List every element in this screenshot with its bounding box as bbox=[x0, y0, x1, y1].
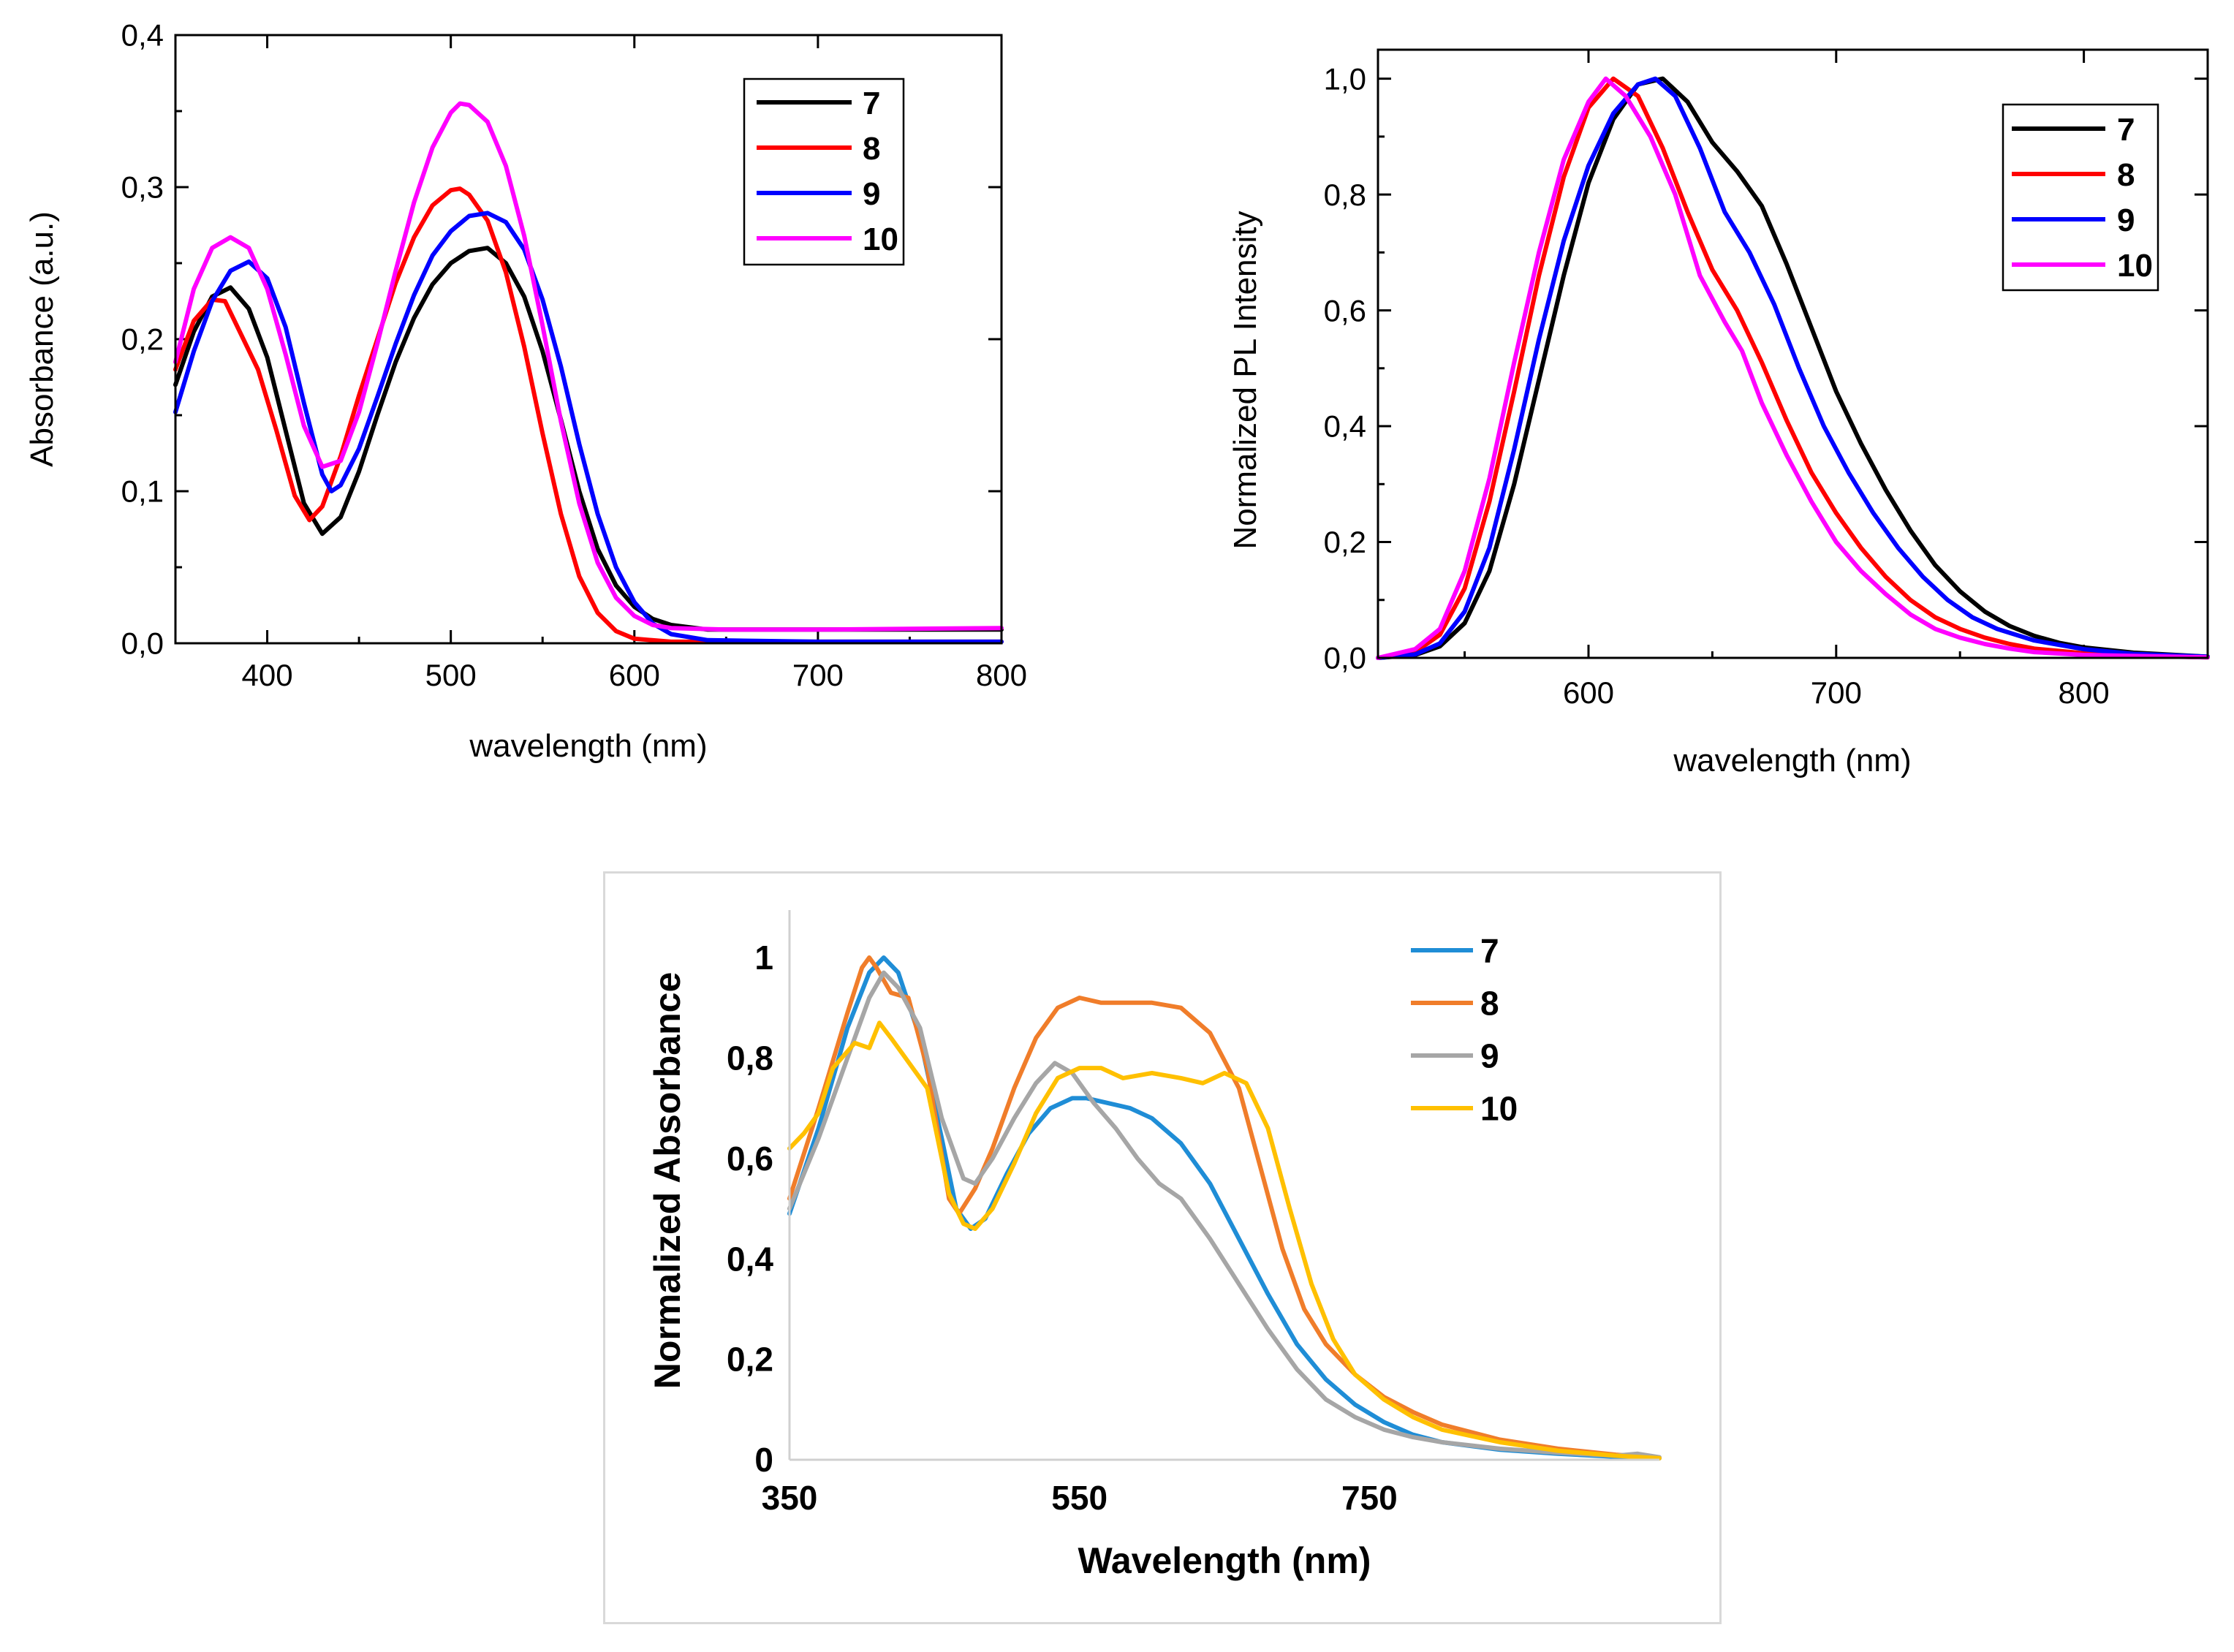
chart3-y-tick-label: 0,4 bbox=[727, 1240, 773, 1278]
chart2-pl-intensity: 600 700 800 0,0 0,2 0,4 0,6 0,8 1,0 wavelength (… bbox=[1227, 48, 2210, 778]
chart1-legend-label-10: 10 bbox=[863, 221, 898, 257]
chart3-y-tick-label: 0,2 bbox=[727, 1341, 773, 1379]
chart2-series-8-line bbox=[1376, 76, 2210, 660]
chart2-y-tick-label: 0,8 bbox=[1324, 178, 1366, 212]
chart1-y-tick-label: 0,0 bbox=[121, 626, 164, 661]
chart3-x-tick-label: 750 bbox=[1341, 1479, 1398, 1517]
chart1-y-tick-label: 0,1 bbox=[121, 474, 164, 509]
chart2-x-tick-label: 800 bbox=[2059, 675, 2110, 710]
chart3-legend-label-10: 10 bbox=[1480, 1090, 1518, 1128]
chart1-legend-label-9: 9 bbox=[863, 176, 880, 212]
chart3-series-7-line bbox=[787, 955, 1662, 1460]
chart1-legend-label-7: 7 bbox=[863, 86, 880, 121]
chart3-x-tick-label: 350 bbox=[762, 1479, 818, 1517]
chart3-y-tick-label: 1 bbox=[754, 939, 773, 977]
chart2-y-tick-label: 0,4 bbox=[1324, 409, 1366, 444]
chart1-x-axis-title: wavelength (nm) bbox=[469, 728, 707, 764]
chart3-series-9-line bbox=[787, 970, 1662, 1460]
chart2-x-tick-label: 700 bbox=[1811, 675, 1862, 710]
chart2-x-axis-title: wavelength (nm) bbox=[1673, 743, 1911, 778]
chart1-y-axis-title: Absorbance (a.u.) bbox=[24, 211, 60, 467]
chart1-x-tick-label: 700 bbox=[792, 658, 844, 692]
chart2-y-tick-label: 1,0 bbox=[1324, 61, 1366, 96]
chart1-y-tick-label: 0,4 bbox=[121, 18, 164, 53]
chart2-y-tick-label: 0,6 bbox=[1324, 293, 1366, 327]
chart3-y-tick-label: 0,6 bbox=[727, 1140, 773, 1178]
chart2-legend-label-9: 9 bbox=[2117, 202, 2135, 238]
chart3-y-tick-label: 0,8 bbox=[727, 1039, 773, 1077]
chart1-legend-label-8: 8 bbox=[863, 131, 880, 167]
chart2-series-9-line bbox=[1376, 76, 2210, 660]
chart2-y-axis-title: Normalized PL Intensity bbox=[1227, 211, 1263, 549]
chart1-series-10-line bbox=[173, 101, 1004, 632]
chart1-y-tick-label: 0,3 bbox=[121, 170, 164, 205]
chart1-series-9-line bbox=[173, 211, 1004, 644]
chart3-x-tick-label: 550 bbox=[1051, 1479, 1107, 1517]
chart3-legend: 7 8 9 10 bbox=[1411, 932, 1518, 1128]
chart3-legend-label-9: 9 bbox=[1480, 1037, 1499, 1075]
chart1-series-8-line bbox=[173, 186, 1004, 644]
chart2-legend-label-8: 8 bbox=[2117, 157, 2135, 193]
chart1-x-tick-label: 600 bbox=[609, 658, 660, 692]
chart2-legend-label-7: 7 bbox=[2117, 112, 2135, 148]
chart1-y-tick-label: 0,2 bbox=[121, 322, 164, 357]
chart3-y-axis-title: Normalized Absorbance bbox=[647, 972, 688, 1390]
chart1-legend: 7 8 9 10 bbox=[743, 77, 905, 266]
chart3-x-axis-title: Wavelength (nm) bbox=[1078, 1540, 1371, 1581]
chart1-absorbance: 400 500 600 700 800 0,0 0,1 0,2 0,3 0,4 wavelengt… bbox=[24, 18, 1027, 764]
chart1-x-tick-label: 400 bbox=[242, 658, 293, 692]
chart2-legend-label-10: 10 bbox=[2117, 248, 2153, 284]
chart3-legend-label-7: 7 bbox=[1480, 932, 1499, 970]
chart3-series-10-line bbox=[787, 1020, 1662, 1460]
chart2-x-tick-label: 600 bbox=[1563, 675, 1614, 710]
chart2-legend: 7 8 9 10 bbox=[2002, 103, 2159, 292]
chart3-legend-label-8: 8 bbox=[1480, 985, 1499, 1023]
chart2-series-7-line bbox=[1376, 76, 2210, 660]
chart1-x-tick-label: 500 bbox=[425, 658, 477, 692]
chart1-x-tick-label: 800 bbox=[976, 658, 1027, 692]
chart3-series-8-line bbox=[787, 955, 1662, 1460]
chart2-y-tick-label: 0,2 bbox=[1324, 525, 1366, 559]
chart2-y-tick-label: 0,0 bbox=[1324, 641, 1366, 675]
chart3-y-tick-label: 0 bbox=[754, 1441, 773, 1479]
chart1-series-7-line bbox=[173, 246, 1004, 632]
chart2-series-10-line bbox=[1376, 76, 2210, 660]
chart3-frame bbox=[603, 871, 1722, 1624]
